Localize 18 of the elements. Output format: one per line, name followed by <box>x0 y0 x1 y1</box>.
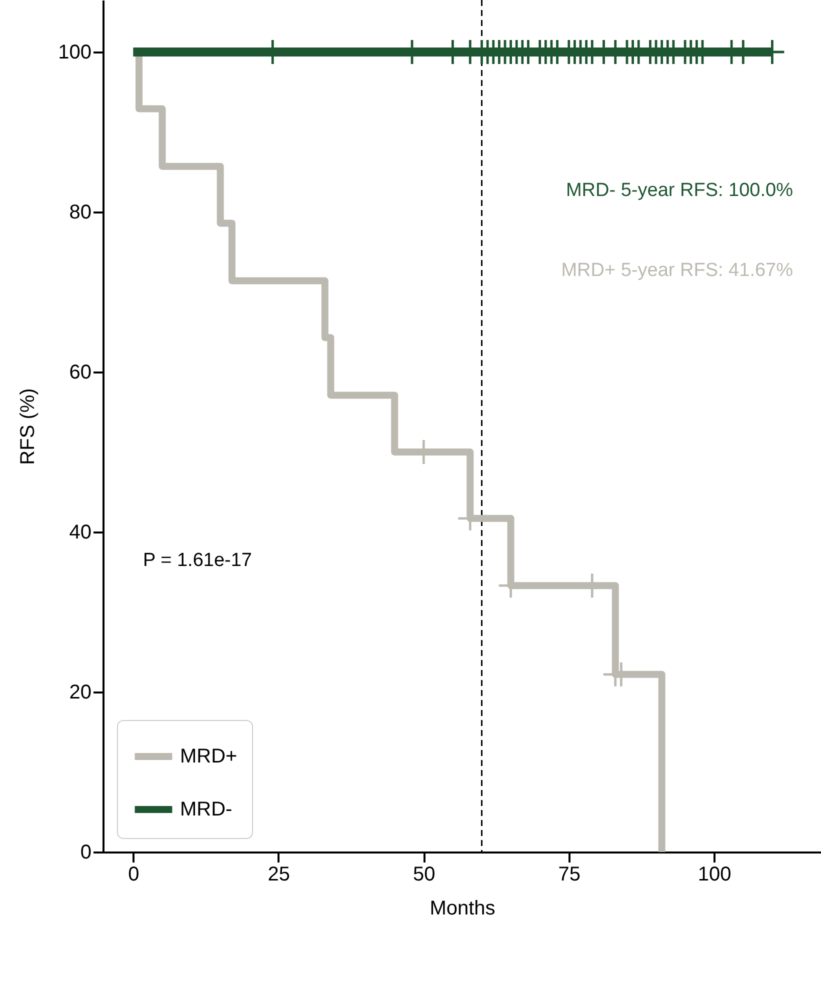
x-tick-label: 100 <box>698 864 732 886</box>
annotation: MRD- 5-year RFS: 100.0% <box>566 180 794 201</box>
annotation: P = 1.61e-17 <box>143 550 252 571</box>
y-tick-label: 80 <box>69 202 92 224</box>
annotation: MRD+ 5-year RFS: 41.67% <box>561 260 794 281</box>
legend-label: MRD+ <box>180 746 238 768</box>
x-tick-label: 0 <box>128 864 140 886</box>
y-axis-title: RFS (%) <box>17 388 40 465</box>
x-tick-label: 75 <box>558 864 581 886</box>
legend-label: MRD- <box>180 798 232 820</box>
x-axis-title: Months <box>430 898 496 920</box>
y-tick-label: 100 <box>58 42 92 64</box>
y-tick-label: 0 <box>80 842 92 864</box>
y-tick-label: 40 <box>69 522 92 544</box>
x-tick-label: 50 <box>413 864 436 886</box>
y-tick-label: 60 <box>69 362 92 384</box>
x-tick-label: 25 <box>268 864 290 886</box>
y-tick-label: 20 <box>69 682 92 704</box>
